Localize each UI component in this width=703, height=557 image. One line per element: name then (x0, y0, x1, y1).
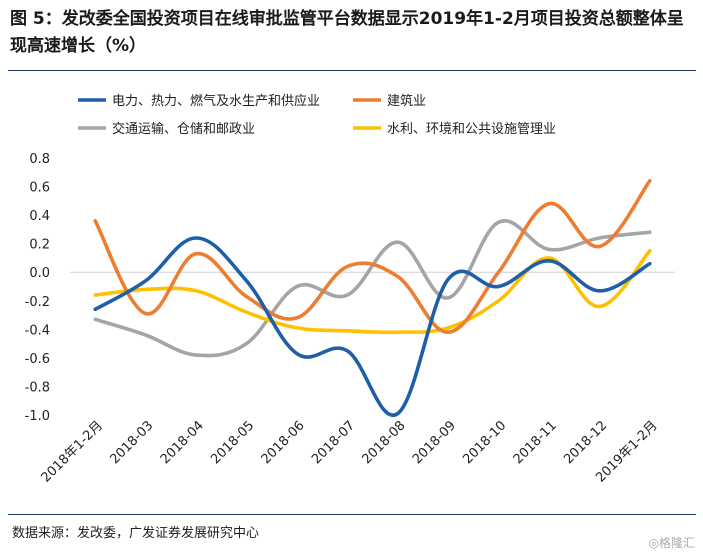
x-tick-label: 2018-10 (460, 418, 509, 467)
legend-label-3: 水利、环境和公共设施管理业 (387, 122, 556, 137)
legend-label-0: 电力、热力、燃气及水生产和供应业 (112, 93, 320, 109)
x-tick-label: 2018-07 (309, 418, 358, 467)
chart-title: 图 5：发改委全国投资项目在线审批监管平台数据显示2019年1-2月项目投资总额… (10, 9, 684, 56)
legend-label-1: 建筑业 (387, 93, 426, 109)
x-tick-label: 2018-08 (360, 418, 409, 467)
title-divider (8, 70, 696, 71)
x-tick-label: 2018-04 (158, 418, 207, 467)
y-tick-label: 0.4 (29, 209, 50, 224)
x-tick-label: 2018-06 (259, 418, 308, 467)
chart-series-lines (93, 179, 652, 418)
watermark: ◎格隆汇 (648, 536, 695, 550)
y-tick-label: 0.2 (29, 238, 50, 253)
series-line-1 (93, 179, 652, 335)
chart-axes: -1.0 -0.8 -0.6 -0.4 -0.2 0.0 0.2 0.4 0.6 0.8 2018年… (25, 152, 675, 486)
y-tick-label: -1.0 (25, 409, 50, 424)
series-line-2 (93, 219, 652, 358)
y-tick-label: 0.6 (29, 181, 50, 196)
series-line-0 (93, 236, 652, 418)
data-source-note: 数据来源：发改委，广发证券发展研究中心 (12, 526, 260, 541)
legend-label-2: 交通运输、仓储和邮政业 (112, 121, 255, 137)
x-tick-label: 2018年1-2月 (39, 418, 106, 485)
y-tick-label: -0.8 (25, 380, 50, 395)
x-tick-label: 2018-11 (511, 418, 560, 467)
x-tick-label: 2018-09 (410, 418, 459, 467)
x-tick-label: 2018-03 (107, 418, 156, 467)
x-tick-label: 2018-05 (208, 418, 257, 467)
y-tick-label: 0.0 (29, 266, 50, 281)
y-tick-label: -0.4 (25, 323, 50, 338)
y-tick-label: -0.6 (25, 352, 50, 367)
x-tick-label: 2018-12 (561, 418, 610, 467)
y-tick-label: -0.2 (25, 295, 50, 310)
y-tick-label: 0.8 (29, 152, 50, 167)
footer-divider (8, 514, 696, 515)
series-line-3 (93, 249, 652, 335)
